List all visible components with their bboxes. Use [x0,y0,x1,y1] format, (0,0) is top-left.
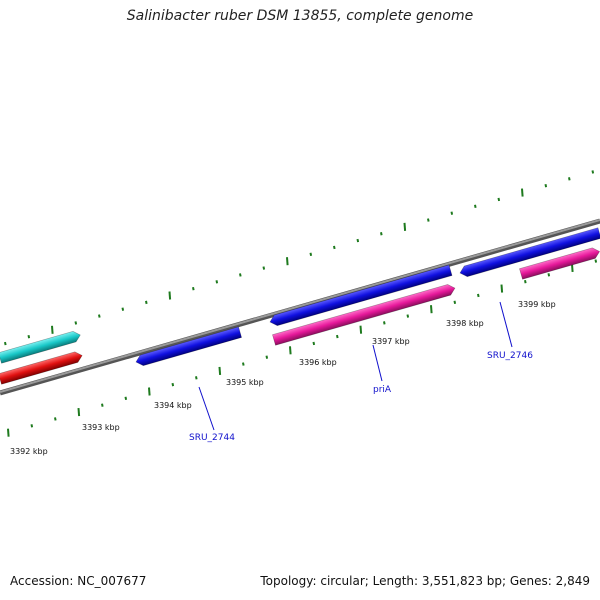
ruler-tick [497,197,501,202]
ruler-tick [27,334,31,339]
gene-pink-1[interactable] [272,283,456,346]
ruler-tick [262,266,266,270]
ruler-tick [192,286,195,291]
gene-label[interactable]: SRU_2744 [189,433,235,443]
scale-label: 3394 kbp [154,401,192,410]
ruler-tick [591,170,595,174]
gene-label[interactable]: priA [373,385,392,395]
ruler-tick [215,280,219,284]
ruler-tick [336,334,339,339]
map-title: Salinibacter ruber DSM 13855, complete g… [126,8,474,24]
ruler-tick [474,204,477,208]
red-feature[interactable] [0,350,84,385]
gene-label-leader [198,386,215,431]
gene-label[interactable]: SRU_2746 [487,351,533,361]
ruler-tick [4,341,7,346]
ruler-tick [265,355,269,359]
ruler-tick [521,188,524,197]
gene-label-leader [499,301,513,348]
ruler-tick [568,177,571,181]
scale-label: 3395 kbp [226,378,264,387]
ruler-tick [148,387,151,396]
gene-pink-2[interactable] [519,246,600,280]
backbone [0,218,600,396]
gene-label-leader [372,344,383,382]
ruler-tick [309,252,313,257]
ruler-tick [500,284,504,293]
scale-label: 3399 kbp [518,300,556,309]
ruler-tick [98,314,101,318]
ruler-tick [427,218,430,222]
ruler-tick [594,259,598,263]
ruler-tick [218,366,222,375]
ruler-tick [195,376,198,380]
ruler-tick [312,341,316,346]
ruler-tick [30,424,34,428]
ruler-tick [333,245,336,250]
ruler-tick [145,300,148,305]
gene-sru-2744[interactable] [134,326,242,367]
cyan-feature[interactable] [0,330,82,364]
ruler-tick [77,408,81,417]
ruler-tick [7,428,10,437]
ruler-tick [356,238,360,243]
ruler-tick [289,346,292,355]
ruler-tick [477,293,480,298]
ruler-tick [430,305,433,314]
ruler-tick [571,263,574,273]
ruler-tick [124,396,128,401]
ruler-tick [74,321,78,325]
ruler-tick [51,325,54,334]
accession-text: Accession: NC_007677 [10,574,147,588]
ruler-tick [380,232,383,236]
summary-text: Topology: circular; Length: 3,551,823 bp… [260,574,590,588]
ruler-tick [121,307,125,311]
ruler-tick [239,273,242,277]
ruler-tick [383,321,386,325]
ruler-tick [101,403,104,407]
ruler-tick [544,184,548,188]
ruler-tick [359,325,363,334]
ruler-tick [547,273,551,277]
ruler-tick [54,417,57,421]
ruler-tick [450,211,454,215]
ruler-tick [524,280,527,284]
ruler-tick [403,222,407,231]
scale-label: 3392 kbp [10,447,48,456]
scale-label: 3393 kbp [82,423,120,432]
scale-label: 3396 kbp [299,358,337,367]
ruler-tick [286,257,289,266]
ruler-tick [406,314,410,318]
ruler-tick [453,300,457,304]
gene-sru-2746[interactable] [458,227,600,279]
ruler-tick [171,382,175,387]
scale-label: 3398 kbp [446,319,484,328]
ruler-inner [7,259,598,437]
ruler-tick [242,362,245,366]
ruler-tick [168,291,172,300]
scale-label: 3397 kbp [372,337,410,346]
gene-pria[interactable] [268,264,453,327]
ruler-outer [4,170,595,346]
scale-labels: 3392 kbp 3393 kbp 3394 kbp 3395 kbp 3396 kbp… [10,300,556,456]
